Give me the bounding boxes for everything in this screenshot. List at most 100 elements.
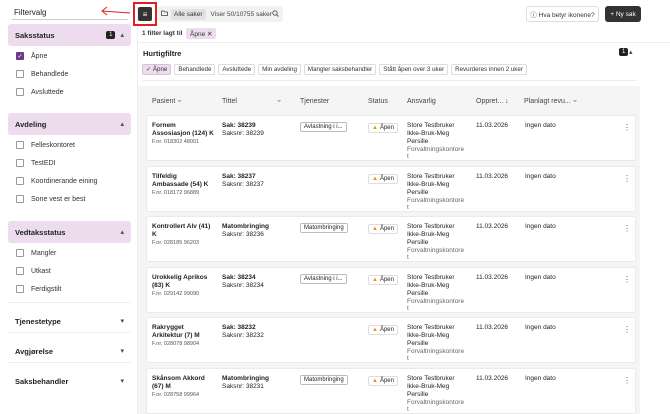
- quick-chip-apne[interactable]: ✓ Åpne: [142, 64, 172, 75]
- sidebar-toggle-button[interactable]: ≡: [138, 7, 152, 21]
- option-label: Mangler: [31, 249, 57, 257]
- row-menu-icon[interactable]: ⋮: [623, 275, 631, 284]
- table-row[interactable]: Fornem Assosiasjon (124) K F.nr. 018302 48…: [146, 115, 636, 161]
- table-row[interactable]: Skånsom Akkord (67) M F.nr. 028758 99964 Ma…: [146, 368, 636, 414]
- column-header-ansvarlig[interactable]: Ansvarlig: [407, 98, 436, 105]
- filter-icon: ⏷: [572, 99, 578, 105]
- quick-chip-over-3-uker[interactable]: Stått åpen over 3 uker: [379, 64, 449, 75]
- group-saksbehandler-header[interactable]: Saksbehandler ▾: [8, 370, 131, 392]
- case-title[interactable]: Sak: 38237: [222, 173, 256, 180]
- group-avgjorelse-header[interactable]: Avgjørelse ▾: [8, 340, 131, 362]
- checkbox-behandlede[interactable]: Behandlede: [16, 70, 68, 78]
- column-header-planlagt[interactable]: Planlagt revu... ⏷: [524, 98, 578, 106]
- group-saksstatus-header[interactable]: Saksstatus 1 ▴: [8, 24, 131, 46]
- search-scope-select[interactable]: Alle saker: [171, 8, 206, 20]
- patient-name-line2[interactable]: Arkitektur (7) M: [152, 332, 200, 339]
- column-header-tittel[interactable]: Tittel ⏷: [222, 98, 282, 106]
- case-title[interactable]: Sak: 38239: [222, 122, 256, 129]
- option-label: Behandlede: [31, 70, 69, 78]
- status-badge: ▲ Åpen: [368, 325, 398, 335]
- quick-chip-behandlede[interactable]: Behandlede: [174, 64, 216, 75]
- status-badge: ▲ Åpen: [368, 123, 398, 133]
- checkbox-apne[interactable]: ✓ Åpne: [16, 52, 47, 60]
- table-row[interactable]: Tilfeldig Ambassade (54) K F.nr. 018172 96…: [146, 166, 636, 212]
- checkbox-mangler[interactable]: Mangler: [16, 249, 56, 257]
- checkbox-felleskontoret[interactable]: Felleskontoret: [16, 141, 75, 149]
- quick-chip-min-avdeling[interactable]: Min avdeling: [258, 64, 301, 75]
- responsible-office-2: t: [407, 406, 409, 413]
- checkbox-testedi[interactable]: TestEDI: [16, 159, 56, 167]
- option-label: Ferdigstilt: [31, 285, 62, 293]
- group-tjenestetype-header[interactable]: Tjenestetype ▾: [8, 310, 131, 332]
- applied-filter-chip[interactable]: Åpne ✕: [186, 28, 217, 39]
- count-badge: 1: [619, 48, 629, 56]
- divider: [8, 332, 131, 333]
- row-menu-icon[interactable]: ⋮: [623, 376, 631, 385]
- patient-name-line1[interactable]: Urokkelig Aprikos: [152, 274, 208, 281]
- filter-sidebar: Filtervalg Saksstatus 1 ▴ ✓ Åpne Behandle…: [0, 0, 138, 414]
- chevron-down-icon: ▾: [120, 378, 124, 385]
- patient-name-line2[interactable]: Ambassade (54) K: [152, 181, 209, 188]
- column-header-tjenester[interactable]: Tjenester: [300, 98, 330, 105]
- patient-name-line1[interactable]: Rakrygget: [152, 324, 184, 331]
- menu-icon: ≡: [142, 9, 148, 19]
- chevron-down-icon: ▾: [120, 348, 124, 355]
- patient-name-line2[interactable]: Assosiasjon (124) K: [152, 130, 214, 137]
- responsible-office: Forvaltningskontore: [407, 399, 465, 406]
- quick-chip-avsluttede[interactable]: Avsluttede: [218, 64, 256, 75]
- patient-name-line1[interactable]: Tilfeldig: [152, 173, 177, 180]
- responsible-name-2: Ikke-Bruk-Meg: [407, 130, 450, 137]
- responsible-name-3: Persille: [407, 189, 429, 196]
- row-menu-icon[interactable]: ⋮: [623, 174, 631, 183]
- case-title[interactable]: Sak: 38234: [222, 274, 256, 281]
- table-row[interactable]: Urokkelig Aprikos (83) K F.nr. 029142 9909…: [146, 267, 636, 313]
- quick-chip-mangler-saksbehandler[interactable]: Mangler saksbehandler: [303, 64, 377, 75]
- column-header-status[interactable]: Status: [368, 98, 388, 105]
- quick-chip-revurderes[interactable]: Revurderes innen 2 uker: [451, 64, 527, 75]
- responsible-name-2: Ikke-Bruk-Meg: [407, 383, 450, 390]
- patient-name-line2[interactable]: (67) M: [152, 383, 171, 390]
- case-title[interactable]: Matombringing: [222, 375, 269, 382]
- case-number: Saksnr: 38237: [222, 181, 264, 188]
- patient-name-line1[interactable]: Skånsom Akkord: [152, 375, 205, 382]
- case-number: Saksnr: 38236: [222, 231, 264, 238]
- chevron-up-icon[interactable]: ▴: [629, 49, 633, 56]
- column-header-pasient[interactable]: Pasient ⏷: [152, 98, 182, 106]
- group-vedtaksstatus-header[interactable]: Vedtaksstatus ▴: [8, 221, 131, 243]
- table-row[interactable]: Rakrygget Arkitektur (7) M F.nr. 028078 98…: [146, 317, 636, 363]
- search-icon[interactable]: [272, 9, 279, 19]
- case-title[interactable]: Matombringing: [222, 223, 269, 230]
- responsible-name-2: Ikke-Bruk-Meg: [407, 231, 450, 238]
- responsible-name: Store Testbruker: [407, 274, 455, 281]
- created-date: 11.03.2026: [476, 173, 509, 180]
- patient-name-line1[interactable]: Fornem: [152, 122, 176, 129]
- count-badge: 1: [106, 31, 116, 39]
- created-date: 11.03.2026: [476, 375, 509, 382]
- new-case-button[interactable]: + Ny sak: [605, 6, 641, 22]
- row-menu-icon[interactable]: ⋮: [623, 123, 631, 132]
- row-menu-icon[interactable]: ⋮: [623, 325, 631, 334]
- status-dot-icon: ▲: [372, 327, 378, 333]
- table-row[interactable]: Kontrollert Alv (41) K F.nr. 028185 96203 M…: [146, 216, 636, 262]
- patient-name-line2[interactable]: (83) K: [152, 282, 171, 289]
- patient-name-line2[interactable]: K: [152, 231, 157, 238]
- checkbox-sone-vest[interactable]: Sone vest er best: [16, 195, 85, 203]
- patient-name-line1[interactable]: Kontrollert Alv (41): [152, 223, 211, 230]
- icon-help-button[interactable]: ⓘ Hva betyr ikonene?: [526, 6, 599, 22]
- responsible-name-3: Persille: [407, 290, 429, 297]
- checkbox-utkast[interactable]: Utkast: [16, 267, 51, 275]
- case-title[interactable]: Sak: 38232: [222, 324, 256, 331]
- column-header-opprettet[interactable]: Oppret... ↓: [476, 98, 509, 105]
- case-number: Saksnr: 38232: [222, 332, 264, 339]
- status-label: Åpen: [379, 277, 394, 283]
- patient-fnr: F.nr. 018172 96889: [152, 190, 200, 196]
- responsible-name: Store Testbruker: [407, 223, 455, 230]
- checkbox-ferdigstilt[interactable]: Ferdigstilt: [16, 285, 61, 293]
- group-avdeling-header[interactable]: Avdeling ▴: [8, 113, 131, 135]
- row-menu-icon[interactable]: ⋮: [623, 224, 631, 233]
- checkbox-koordinerande[interactable]: Koordinerande eining: [16, 177, 98, 185]
- header-label: Planlagt revu...: [524, 98, 571, 105]
- group-title: Saksbehandler: [15, 376, 69, 386]
- case-search-bar[interactable]: Alle saker Viser 50/10755 saker: [157, 6, 283, 22]
- checkbox-avsluttede[interactable]: Avsluttede: [16, 88, 64, 96]
